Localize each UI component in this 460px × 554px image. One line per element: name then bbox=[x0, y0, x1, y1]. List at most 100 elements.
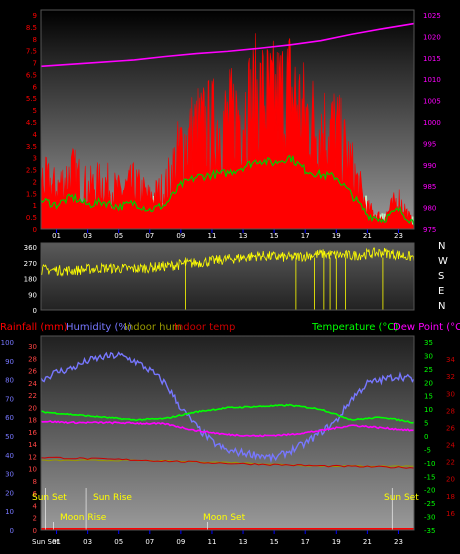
barometer-tick-label: 1020 bbox=[423, 33, 441, 41]
windspeed-tick-label: 5.5 bbox=[26, 95, 37, 103]
rain-tick-label: 22 bbox=[28, 392, 37, 400]
windspeed-tick-label: 4.5 bbox=[26, 119, 37, 127]
climate-plot-area bbox=[41, 336, 414, 530]
rain-tick-label: 2 bbox=[33, 515, 37, 523]
wind-x-tick-label: 11 bbox=[207, 232, 216, 240]
humidity-tick-label: 90 bbox=[5, 358, 14, 366]
climate-x-tick-label: 11 bbox=[207, 538, 216, 546]
climate-x-tick-label: 07 bbox=[145, 538, 154, 546]
compass-label: E bbox=[438, 286, 444, 297]
barometer-tick-label: 990 bbox=[423, 162, 436, 170]
temperature-tick-label: 0 bbox=[424, 433, 428, 441]
barometer-tick-label: 1005 bbox=[423, 98, 441, 106]
wind-x-tick-label: 09 bbox=[176, 232, 185, 240]
humidity-tick-label: 60 bbox=[5, 414, 14, 422]
indoor-tick-label: 30 bbox=[446, 390, 455, 398]
windspeed-tick-label: 6 bbox=[33, 83, 38, 91]
windspeed-area bbox=[40, 33, 415, 230]
rain-tick-label: 26 bbox=[28, 368, 37, 376]
climate-x-tick-label: 17 bbox=[301, 538, 310, 546]
temperature-tick-label: -25 bbox=[424, 500, 435, 508]
temperature-tick-label: 35 bbox=[424, 339, 433, 347]
climate-plot-border bbox=[40, 335, 415, 531]
wind-x-tick-label: 03 bbox=[83, 232, 92, 240]
windspeed-tick-label: 3 bbox=[33, 155, 37, 163]
direction-tick-label: 270 bbox=[24, 260, 37, 268]
annotation-sun-set-2: Sun Set bbox=[384, 493, 419, 503]
climate-x-tick-label: 19 bbox=[332, 538, 341, 546]
rain-tick-label: 6 bbox=[33, 490, 38, 498]
windspeed-tick-label: 8.5 bbox=[26, 24, 37, 32]
indoor-tick-label: 32 bbox=[446, 373, 455, 381]
temperature-tick-label: 10 bbox=[424, 406, 433, 414]
rain-tick-label: 28 bbox=[28, 355, 37, 363]
indoor-tick-label: 22 bbox=[446, 459, 455, 467]
temperature-tick-label: -5 bbox=[424, 446, 431, 454]
barometer-line bbox=[40, 22, 415, 68]
temperature-tick-label: 20 bbox=[424, 379, 433, 387]
windspeed-tick-label: 9 bbox=[33, 12, 37, 20]
barometer-axis-title: Barometer (hpa) bbox=[371, 1, 454, 12]
windspeed-tick-label: 0.5 bbox=[26, 214, 37, 222]
barometer-tick-label: 975 bbox=[423, 226, 436, 234]
direction-plot-border bbox=[40, 242, 415, 311]
windspeed-ticks: 9 8.5 8 7.5 7 6.5 6 5.5 5 4.5 4 3.5 3 2.5 2 1.5 1 0.5 0 bbox=[26, 12, 38, 234]
temperature-tick-label: -15 bbox=[424, 473, 435, 481]
humidity-tick-label: 10 bbox=[5, 508, 14, 516]
dew-point-line bbox=[40, 420, 415, 438]
humidity-tick-label: 50 bbox=[5, 433, 14, 441]
temperature-tick-label: -20 bbox=[424, 487, 435, 495]
indoor-tick-label: 28 bbox=[446, 407, 455, 415]
direction-tick-label: 360 bbox=[24, 244, 37, 252]
compass-label: W bbox=[438, 256, 448, 267]
rain-tick-label: 16 bbox=[28, 429, 37, 437]
legend-indoor-temp: Indoor temp bbox=[174, 322, 235, 333]
barometer-tick-label: 985 bbox=[423, 183, 436, 191]
indoor-tick-label: 26 bbox=[446, 424, 455, 432]
barometer-tick-label: 995 bbox=[423, 140, 436, 148]
windspeed-tick-label: 2 bbox=[33, 178, 37, 186]
direction-ticks: 360 270 180 90 0 bbox=[24, 244, 37, 315]
rain-tick-label: 24 bbox=[28, 380, 37, 388]
barometer-tick-label: 1025 bbox=[423, 12, 441, 20]
indoor-tick-label: 18 bbox=[446, 493, 455, 501]
annotation-sun-set-1: Sun Set bbox=[32, 493, 67, 503]
windspeed-tick-label: 7.5 bbox=[26, 48, 37, 56]
humidity-tick-label: 80 bbox=[5, 377, 14, 385]
wind-x-tick-label: 21 bbox=[363, 232, 372, 240]
climate-x-tick-label: 01 bbox=[52, 538, 61, 546]
windspeed-tick-label: 0 bbox=[33, 226, 37, 234]
temperature-line bbox=[41, 403, 415, 424]
indoor-tick-label: 34 bbox=[446, 356, 455, 364]
climate-x-tick-label: 21 bbox=[363, 538, 372, 546]
windspeed-tick-label: 6.5 bbox=[26, 71, 37, 79]
direction-tick-label: 0 bbox=[33, 307, 37, 315]
temperature-tick-label: 30 bbox=[424, 352, 433, 360]
climate-x-tick-label: 13 bbox=[239, 538, 248, 546]
humidity-tick-label: 70 bbox=[5, 395, 14, 403]
temperature-tick-label: 25 bbox=[424, 366, 433, 374]
wind-x-tick-label: 17 bbox=[301, 232, 310, 240]
climate-ticks: 1009080706050403020100302826242220181614… bbox=[1, 339, 456, 546]
climate-x-tick-label: 23 bbox=[394, 538, 403, 546]
barometer-tick-label: 1015 bbox=[423, 55, 441, 63]
windspeed-average-line bbox=[40, 154, 415, 226]
wind-plot-border bbox=[40, 9, 415, 230]
temperature-tick-label: -30 bbox=[424, 514, 435, 522]
climate-x-tick-label: 15 bbox=[270, 538, 279, 546]
wind-x-tick-label: 01 bbox=[52, 232, 61, 240]
climate-x-tick-label: 03 bbox=[83, 538, 92, 546]
direction-line bbox=[40, 247, 415, 277]
windspeed-tick-label: 5 bbox=[33, 107, 37, 115]
windspeed-tick-label: 3.5 bbox=[26, 143, 37, 151]
windspeed-tick-label: 2.5 bbox=[26, 167, 37, 175]
chart-title: 24-hour graph day : 08 June 2015 bbox=[172, 1, 341, 12]
windspeed-tick-label: 1.5 bbox=[26, 190, 37, 198]
compass-label: N bbox=[438, 241, 445, 252]
rain-tick-label: 20 bbox=[28, 404, 37, 412]
windspeed-tick-label: 8 bbox=[33, 36, 37, 44]
direction-tick-label: 180 bbox=[24, 276, 37, 284]
legend-rainfall: Rainfall (mm) bbox=[0, 322, 68, 333]
